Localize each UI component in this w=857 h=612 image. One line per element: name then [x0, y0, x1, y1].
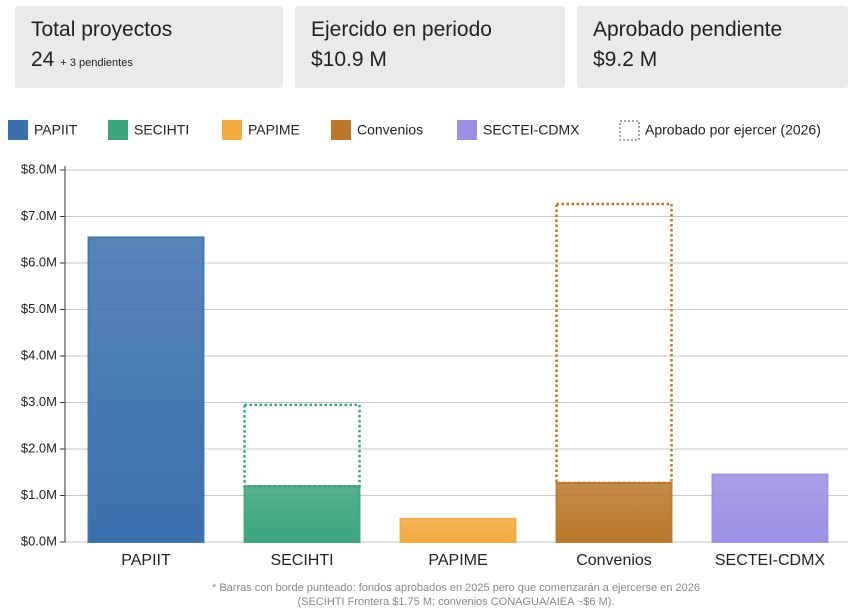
y-tick-label: $3.0M [21, 394, 57, 409]
y-tick-label: $1.0M [21, 487, 57, 502]
y-tick-label: $8.0M [21, 161, 57, 176]
x-tick-label: PAPIME [428, 552, 487, 569]
y-tick-label: $0.0M [21, 533, 57, 548]
bar [243, 485, 361, 544]
legend-label: PAPIIT [34, 122, 78, 138]
footnote: (SECIHTI Frontera $1.75 M; convenios CON… [298, 596, 615, 608]
card: Ejercido en periodo $10.9 M [295, 6, 565, 88]
x-tick-label: PAPIIT [121, 552, 171, 569]
card-title: Aprobado pendiente [593, 18, 783, 41]
bar [87, 236, 205, 544]
y-tick-label: $2.0M [21, 440, 57, 455]
card-value: $10.9 M [311, 48, 387, 71]
footnote: * Barras con borde punteado: fondos apro… [212, 582, 700, 594]
bar [555, 481, 673, 544]
x-tick-label: SECIHTI [270, 552, 333, 569]
card-title: Ejercido en periodo [311, 18, 492, 41]
legend-swatch [619, 120, 640, 141]
card: Aprobado pendiente $9.2 M [577, 6, 848, 88]
legend-label: SECTEI-CDMX [483, 122, 580, 138]
legend-swatch [331, 120, 351, 140]
legend-swatch [108, 120, 128, 140]
bar [399, 517, 517, 543]
x-tick-label: Convenios [576, 552, 652, 569]
legend-label: PAPIME [248, 122, 300, 138]
bar [711, 473, 829, 544]
legend-label: SECIHTI [134, 122, 189, 138]
card-value: 24 [31, 48, 55, 71]
legend-swatch [8, 120, 28, 140]
legend-swatch [222, 120, 242, 140]
pending-bar [243, 403, 361, 488]
x-tick-label: SECTEI-CDMX [715, 552, 826, 569]
legend-swatch [457, 120, 477, 140]
y-tick-label: $5.0M [21, 301, 57, 316]
y-tick-label: $6.0M [21, 254, 57, 269]
card: Total proyectos 24 + 3 pendientes [15, 6, 283, 88]
pending-bar [555, 202, 673, 485]
y-tick-label: $7.0M [21, 208, 57, 223]
card-title: Total proyectos [31, 18, 173, 41]
y-tick-label: $4.0M [21, 347, 57, 362]
card-value: $9.2 M [593, 48, 658, 71]
legend-label: Aprobado por ejercer (2026) [645, 122, 821, 138]
card-note: + 3 pendientes [60, 57, 133, 69]
legend-label: Convenios [357, 122, 423, 138]
